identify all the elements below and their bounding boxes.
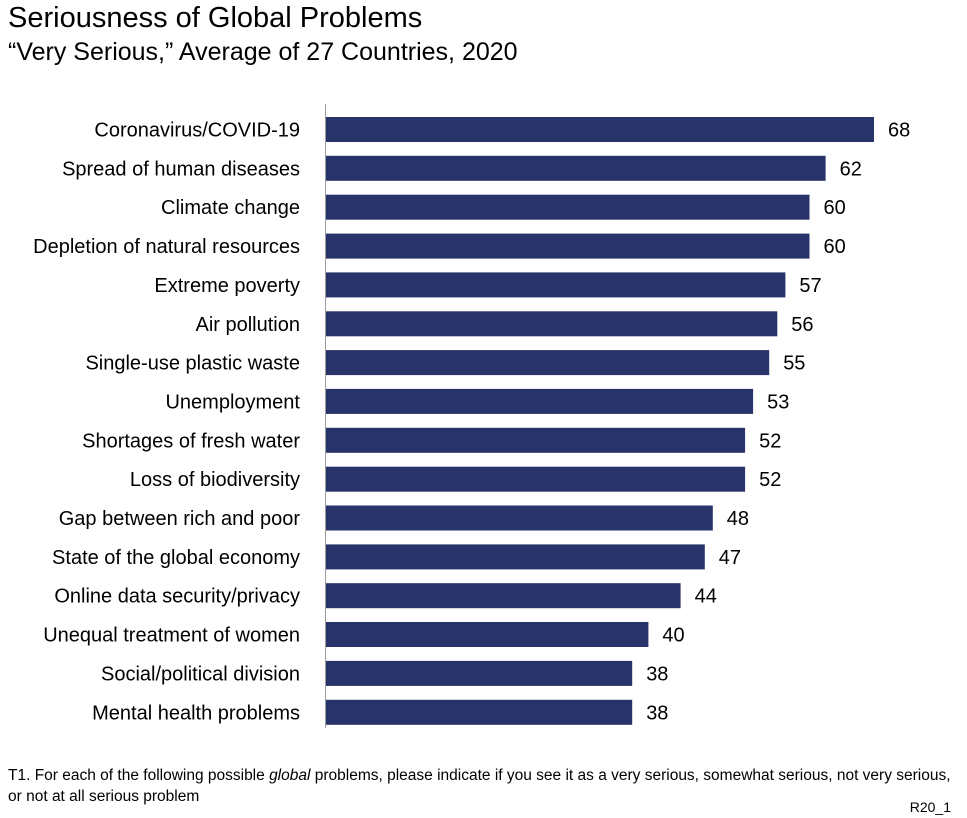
category-label-3: Depletion of natural resources (33, 236, 300, 258)
bar-14 (326, 660, 633, 686)
bar-2 (326, 194, 810, 220)
value-label-13: 40 (662, 625, 684, 647)
value-label-14: 38 (646, 663, 668, 685)
bar-13 (326, 622, 649, 647)
category-label-14: Social/political division (101, 663, 300, 685)
bar-5 (326, 311, 778, 337)
value-label-5: 56 (791, 314, 813, 336)
value-label-11: 47 (719, 547, 741, 569)
bar-10 (326, 505, 713, 531)
value-label-4: 57 (799, 275, 821, 297)
bar-7 (326, 388, 754, 414)
chart-code: R20_1 (909, 799, 951, 815)
value-label-0: 68 (888, 120, 910, 142)
bar-4 (326, 272, 786, 298)
value-label-3: 60 (824, 236, 846, 258)
bar-1 (326, 155, 826, 181)
category-label-7: Unemployment (165, 391, 300, 413)
value-label-15: 38 (646, 702, 668, 724)
value-label-1: 62 (840, 158, 862, 180)
category-labels-group: Coronavirus/COVID-19 Spread of human dise… (33, 120, 300, 725)
value-label-7: 53 (767, 391, 789, 413)
value-label-2: 60 (824, 197, 846, 219)
category-label-5: Air pollution (195, 314, 300, 336)
footnote-suffix: problems, please indicate if you see it … (8, 767, 951, 805)
category-label-1: Spread of human diseases (62, 158, 300, 180)
bars-group (326, 117, 874, 725)
category-label-12: Online data security/privacy (54, 586, 300, 608)
category-label-8: Shortages of fresh water (82, 430, 300, 452)
bar-6 (326, 350, 770, 376)
chart-subtitle: “Very Serious,” Average of 27 Countries,… (8, 38, 518, 66)
bar-12 (326, 583, 681, 609)
category-label-11: State of the global economy (52, 547, 300, 569)
value-label-9: 52 (759, 469, 781, 491)
category-label-2: Climate change (161, 197, 300, 219)
category-label-0: Coronavirus/COVID-19 (94, 120, 300, 142)
bar-11 (326, 544, 705, 570)
value-label-8: 52 (759, 430, 781, 452)
category-label-6: Single-use plastic waste (85, 353, 300, 375)
bar-3 (326, 233, 810, 259)
bar-9 (326, 466, 746, 492)
footnote: T1. For each of the following possible g… (8, 765, 958, 807)
value-label-12: 44 (695, 586, 717, 608)
category-label-10: Gap between rich and poor (59, 508, 301, 530)
footnote-emphasis: global (269, 767, 311, 784)
category-label-4: Extreme poverty (154, 275, 300, 297)
category-label-13: Unequal treatment of women (43, 625, 300, 647)
footnote-prefix: T1. For each of the following possible (8, 767, 270, 784)
value-label-6: 55 (783, 353, 805, 375)
category-label-9: Loss of biodiversity (130, 469, 300, 491)
bar-8 (326, 427, 746, 453)
bar-15 (326, 699, 633, 725)
category-label-15: Mental health problems (92, 702, 300, 724)
value-label-10: 48 (727, 508, 749, 530)
bar-0 (326, 117, 874, 142)
chart-title: Seriousness of Global Problems (8, 2, 423, 34)
